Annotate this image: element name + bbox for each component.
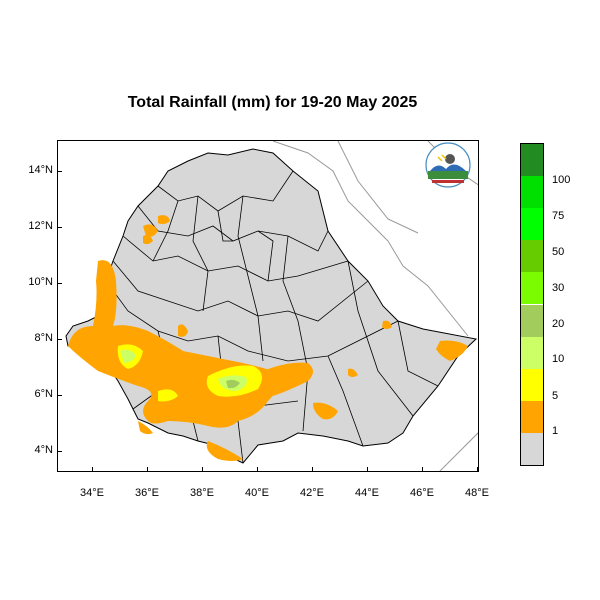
x-tick-label-38E: 38°E <box>190 487 214 499</box>
x-tick-label-42E: 42°E <box>300 487 324 499</box>
x-tick-label-36E: 36°E <box>135 487 159 499</box>
x-tick-label-46E: 46°E <box>410 487 434 499</box>
x-tick <box>147 467 148 472</box>
legend-label-5: 5 <box>552 390 559 402</box>
legend-color-box <box>521 208 543 241</box>
x-tick <box>202 467 203 472</box>
neighbor-border-south <box>439 432 478 471</box>
y-tick-label-6N: 6°N <box>34 388 53 400</box>
legend-color-box <box>521 176 543 209</box>
legend-color-box <box>521 240 543 273</box>
x-tick-label-34E: 34°E <box>80 487 104 499</box>
x-tick-label-48E: 48°E <box>465 487 489 499</box>
x-tick-label-44E: 44°E <box>355 487 379 499</box>
neighbor-border-somalia <box>337 141 419 234</box>
map-frame <box>57 140 479 472</box>
x-tick <box>367 467 368 472</box>
y-tick-label-4N: 4°N <box>34 444 53 456</box>
y-tick-label-12N: 12°N <box>28 220 53 232</box>
legend-label-100: 100 <box>552 174 571 186</box>
ethiopia-map <box>65 141 478 471</box>
legend-color-box <box>521 432 543 465</box>
x-tick <box>92 467 93 472</box>
x-tick <box>422 467 423 472</box>
map-title: Total Rainfall (mm) for 19-20 May 2025 <box>127 94 418 111</box>
legend-label-30: 30 <box>552 282 565 294</box>
rainfall-20-30mm <box>226 379 240 389</box>
y-tick <box>57 171 62 172</box>
legend-color-box <box>521 400 543 433</box>
ethiopia-landmass <box>65 148 478 464</box>
legend-color-box <box>521 144 543 177</box>
y-tick <box>57 395 62 396</box>
y-tick <box>57 283 62 284</box>
legend-label-10: 10 <box>552 353 565 365</box>
y-tick-label-8N: 8°N <box>34 332 53 344</box>
legend-label-1: 1 <box>552 425 559 437</box>
y-tick-label-14N: 14°N <box>28 164 53 176</box>
legend-color-box <box>521 368 543 401</box>
ethiopian-meteorology-institute-logo-icon <box>425 142 471 188</box>
x-tick <box>477 467 478 472</box>
y-tick-label-10N: 10°N <box>28 276 53 288</box>
x-tick <box>257 467 258 472</box>
y-tick <box>57 227 62 228</box>
legend-label-20: 20 <box>552 318 565 330</box>
legend-color-box <box>521 272 543 305</box>
legend-label-50: 50 <box>552 246 565 258</box>
x-tick <box>312 467 313 472</box>
legend-color-box <box>521 304 543 337</box>
neighbor-border-eritrea <box>272 141 469 337</box>
y-tick <box>57 339 62 340</box>
y-tick <box>57 451 62 452</box>
rainfall-legend-colorbar <box>520 143 544 466</box>
x-tick-label-40E: 40°E <box>245 487 269 499</box>
legend-color-box <box>521 336 543 369</box>
legend-label-75: 75 <box>552 210 565 222</box>
